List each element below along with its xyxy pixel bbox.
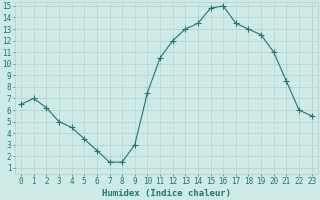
X-axis label: Humidex (Indice chaleur): Humidex (Indice chaleur) — [102, 189, 231, 198]
